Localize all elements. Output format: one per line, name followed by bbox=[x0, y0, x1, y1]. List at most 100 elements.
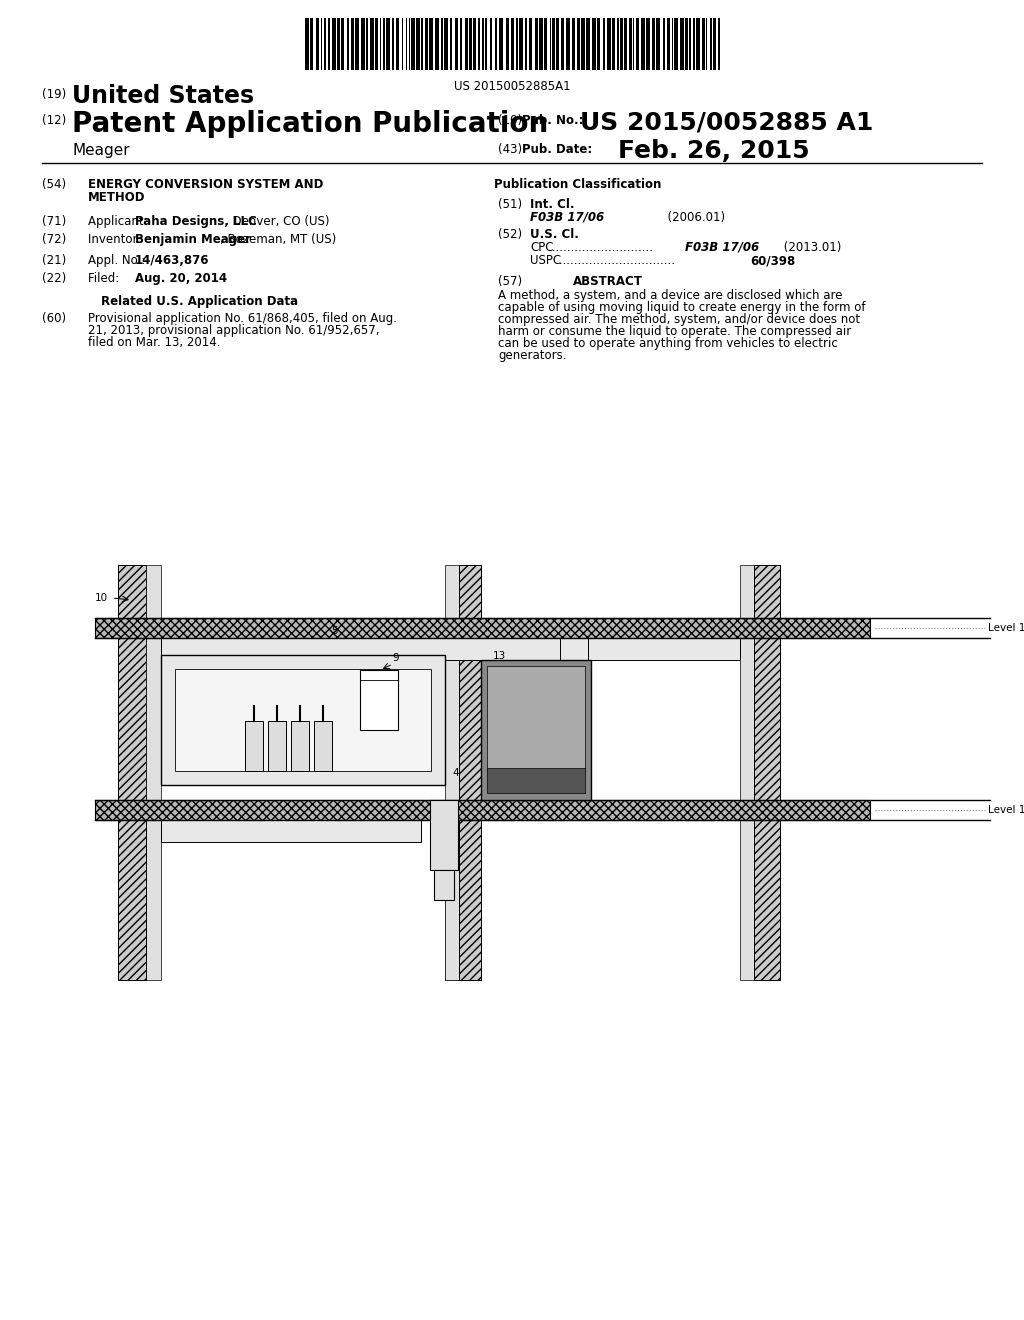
Text: 7: 7 bbox=[440, 880, 447, 890]
Bar bbox=[489, 18, 492, 70]
Bar bbox=[421, 18, 423, 70]
Bar bbox=[577, 18, 580, 70]
Text: Pub. Date:: Pub. Date: bbox=[522, 143, 592, 156]
Bar bbox=[718, 18, 720, 70]
Bar bbox=[581, 18, 585, 70]
Bar bbox=[641, 18, 644, 70]
Text: harm or consume the liquid to operate. The compressed air: harm or consume the liquid to operate. T… bbox=[498, 325, 851, 338]
Bar bbox=[506, 18, 509, 70]
Bar bbox=[375, 18, 378, 70]
Text: generators.: generators. bbox=[498, 348, 566, 362]
Bar bbox=[459, 820, 481, 979]
Bar bbox=[525, 18, 527, 70]
Bar bbox=[469, 18, 471, 70]
Bar bbox=[566, 18, 570, 70]
Text: (22): (22) bbox=[42, 272, 67, 285]
Bar bbox=[499, 18, 503, 70]
Bar bbox=[518, 18, 522, 70]
Bar bbox=[315, 18, 319, 70]
Bar bbox=[459, 565, 481, 979]
Bar bbox=[646, 18, 650, 70]
Bar bbox=[602, 18, 604, 70]
Bar bbox=[360, 671, 398, 730]
Bar bbox=[321, 18, 322, 70]
Bar bbox=[425, 18, 427, 70]
Text: 4: 4 bbox=[453, 768, 460, 777]
Bar bbox=[616, 18, 618, 70]
Text: F03B 17/06: F03B 17/06 bbox=[530, 211, 604, 224]
Bar bbox=[314, 721, 332, 771]
Bar bbox=[667, 18, 670, 70]
Bar bbox=[161, 820, 421, 842]
Bar bbox=[95, 800, 870, 820]
Bar bbox=[406, 18, 407, 70]
Text: Provisional application No. 61/868,405, filed on Aug.: Provisional application No. 61/868,405, … bbox=[88, 312, 397, 325]
Bar bbox=[478, 18, 480, 70]
Bar bbox=[701, 18, 705, 70]
Text: 5: 5 bbox=[332, 626, 338, 636]
Bar bbox=[355, 18, 358, 70]
Text: Paha Designs, LLC: Paha Designs, LLC bbox=[135, 215, 257, 228]
Text: Related U.S. Application Data: Related U.S. Application Data bbox=[101, 294, 299, 308]
Bar bbox=[450, 18, 452, 70]
Text: 10: 10 bbox=[95, 593, 108, 603]
Bar bbox=[473, 18, 476, 70]
Bar bbox=[652, 18, 654, 70]
Text: (10): (10) bbox=[498, 114, 522, 127]
Bar bbox=[636, 18, 639, 70]
Bar bbox=[465, 18, 468, 70]
Bar bbox=[411, 18, 415, 70]
Text: Patent Application Publication: Patent Application Publication bbox=[72, 110, 548, 139]
Bar bbox=[516, 18, 517, 70]
Bar bbox=[428, 18, 432, 70]
Bar bbox=[560, 638, 588, 800]
Bar bbox=[629, 18, 632, 70]
Bar bbox=[328, 18, 330, 70]
Bar bbox=[391, 18, 393, 70]
Bar bbox=[663, 18, 665, 70]
Bar bbox=[305, 18, 308, 70]
Text: A method, a system, and a device are disclosed which are: A method, a system, and a device are dis… bbox=[498, 289, 843, 302]
Bar bbox=[539, 18, 543, 70]
Bar bbox=[401, 18, 403, 70]
Bar bbox=[696, 18, 700, 70]
Bar bbox=[511, 18, 513, 70]
Text: (57): (57) bbox=[498, 275, 522, 288]
Bar bbox=[455, 18, 458, 70]
Bar bbox=[544, 18, 547, 70]
Bar bbox=[688, 18, 690, 70]
Text: ENERGY CONVERSION SYSTEM AND: ENERGY CONVERSION SYSTEM AND bbox=[88, 178, 324, 191]
Text: US 2015/0052885 A1: US 2015/0052885 A1 bbox=[580, 110, 873, 135]
Bar bbox=[146, 565, 161, 979]
Bar bbox=[656, 18, 660, 70]
Bar bbox=[710, 18, 712, 70]
Bar bbox=[341, 18, 344, 70]
Text: United States: United States bbox=[72, 84, 254, 108]
Text: METHOD: METHOD bbox=[88, 191, 145, 205]
Bar bbox=[556, 18, 558, 70]
Text: (43): (43) bbox=[498, 143, 522, 156]
Bar bbox=[481, 18, 483, 70]
Text: Filed:: Filed: bbox=[88, 272, 141, 285]
Bar bbox=[324, 18, 326, 70]
Text: ...........................: ........................... bbox=[548, 242, 653, 253]
Text: ...............................: ............................... bbox=[555, 253, 675, 267]
Bar bbox=[291, 721, 309, 771]
Bar bbox=[754, 565, 780, 979]
Text: , Denver, CO (US): , Denver, CO (US) bbox=[225, 215, 330, 228]
Bar bbox=[620, 18, 623, 70]
Bar bbox=[161, 638, 740, 660]
Text: Publication Classification: Publication Classification bbox=[495, 178, 662, 191]
Bar bbox=[175, 669, 431, 771]
Bar bbox=[572, 18, 575, 70]
Text: Int. Cl.: Int. Cl. bbox=[530, 198, 574, 211]
Bar bbox=[409, 18, 410, 70]
Bar bbox=[445, 820, 459, 979]
Bar bbox=[706, 18, 707, 70]
Bar bbox=[487, 667, 585, 771]
Text: 8: 8 bbox=[492, 698, 499, 708]
Bar bbox=[351, 18, 354, 70]
Text: (51): (51) bbox=[498, 198, 522, 211]
Bar bbox=[550, 18, 551, 70]
Text: 14/463,876: 14/463,876 bbox=[135, 253, 210, 267]
